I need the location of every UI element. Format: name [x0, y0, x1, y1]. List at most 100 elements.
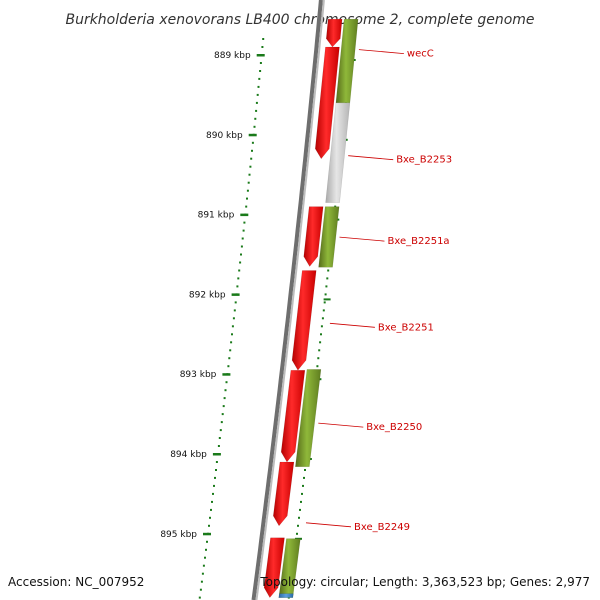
tick-dot	[245, 205, 248, 208]
rna-gene-feature	[278, 593, 294, 598]
kbp-major-tick	[222, 373, 231, 376]
tick-dot	[225, 381, 228, 384]
tick-dot	[246, 189, 249, 192]
tick-dot	[320, 325, 323, 328]
kbp-tick-label: 892 kbp	[189, 290, 226, 300]
tick-dot	[325, 285, 328, 288]
forward-gene-feature	[314, 46, 340, 160]
gene-label-leader	[348, 155, 394, 161]
tick-dot	[213, 484, 215, 487]
pseudo-gene-feature	[325, 102, 351, 203]
tick-dot	[255, 101, 258, 104]
tick-dot	[215, 469, 217, 471]
tick-dot	[234, 301, 237, 304]
gene-label: Bxe_B2253	[396, 155, 452, 166]
tick-dot	[297, 524, 299, 527]
tick-dot	[326, 277, 329, 280]
topology-text: Topology: circular; Length: 3,363,523 bp…	[260, 575, 590, 589]
tick-dot	[229, 349, 232, 352]
tick-dot	[232, 317, 235, 320]
tick-dot	[223, 397, 226, 400]
tick-dot	[322, 309, 325, 312]
kbp-tick-label: 890 kbp	[206, 131, 243, 141]
tick-dot	[321, 317, 324, 320]
kbp-major-tick	[203, 532, 211, 536]
kbp-right-tick	[323, 298, 331, 301]
tick-dot	[250, 157, 253, 160]
tick-dot	[222, 405, 225, 408]
forward-gene-feature	[325, 18, 343, 48]
kbp-tick-label: 891 kbp	[198, 211, 235, 221]
tick-dot	[247, 181, 250, 184]
tick-dot	[199, 588, 202, 591]
gene-label: Bxe_B2251	[378, 322, 434, 333]
tick-dot	[214, 476, 216, 479]
kbp-major-tick	[240, 213, 249, 217]
tick-dot	[230, 341, 233, 344]
tick-dot	[201, 572, 204, 575]
tick-dot	[211, 500, 213, 503]
gene-label-leader	[329, 322, 375, 328]
reverse-gene-feature	[295, 369, 322, 468]
tick-dot	[221, 413, 224, 416]
tick-dot	[241, 237, 244, 240]
tick-dot	[204, 556, 206, 559]
tick-dot	[320, 333, 322, 336]
tick-dot	[302, 484, 304, 487]
tick-dot	[242, 229, 245, 232]
forward-gene-feature	[291, 270, 317, 371]
tick-dot	[253, 125, 256, 128]
tick-dot	[227, 365, 230, 368]
backbone-inner	[255, 0, 325, 600]
tick-dot	[319, 341, 322, 344]
tick-dot	[228, 357, 231, 360]
tick-dot	[246, 197, 248, 200]
kbp-major-tick	[248, 133, 257, 137]
tick-dot	[261, 46, 264, 48]
gene-label: Bxe_B2250	[366, 422, 422, 433]
forward-gene-feature	[303, 206, 324, 267]
tick-dot	[215, 461, 218, 463]
tick-dot	[259, 70, 262, 72]
tick-dot	[301, 492, 303, 495]
kbp-tick-label: 889 kbp	[214, 51, 251, 61]
tick-dot	[198, 596, 201, 599]
tick-dot	[318, 349, 321, 352]
tick-dot	[237, 277, 240, 280]
tick-dot	[239, 261, 242, 264]
kbp-major-tick	[231, 293, 240, 296]
kbp-tick-label: 895 kbp	[160, 530, 197, 540]
tick-dot	[231, 333, 233, 336]
tick-dot	[205, 548, 207, 551]
tick-dot	[317, 357, 320, 360]
tick-dot	[212, 492, 214, 495]
map-title: Burkholderia xenovorans LB400 chromosome…	[65, 12, 534, 28]
tick-dot	[316, 365, 319, 368]
tick-dot	[231, 325, 234, 328]
tick-dot	[219, 429, 222, 432]
tick-dot	[327, 269, 330, 272]
tick-dot	[238, 269, 241, 272]
tick-dot	[202, 564, 205, 567]
tick-dot	[243, 221, 246, 224]
tick-dot	[240, 253, 242, 256]
gene-labels: wecC Bxe_B2253 Bxe_B2251a Bxe_B2251 Bxe_B225…	[305, 49, 452, 533]
gene-label-leader	[318, 422, 364, 428]
tick-dot	[251, 141, 254, 144]
tick-dot	[258, 77, 261, 80]
tick-dot	[334, 205, 337, 208]
tick-dot	[200, 580, 203, 583]
kbp-scale: 889 kbp 890 kbp 891 kbp 892 kbp 893 kbp 894 k…	[160, 51, 356, 540]
gene-label-leader	[305, 522, 352, 528]
tick-dot	[254, 117, 257, 120]
forward-gene-feature	[263, 537, 285, 599]
tick-dot	[262, 38, 265, 40]
backbone	[251, 0, 325, 600]
tick-dot	[255, 109, 258, 112]
tick-dot	[304, 469, 306, 471]
kbp-tick-label: 893 kbp	[180, 370, 217, 380]
tick-dot	[299, 508, 301, 511]
tick-dot	[303, 476, 305, 479]
gene-label: Bxe_B2251a	[388, 236, 450, 247]
